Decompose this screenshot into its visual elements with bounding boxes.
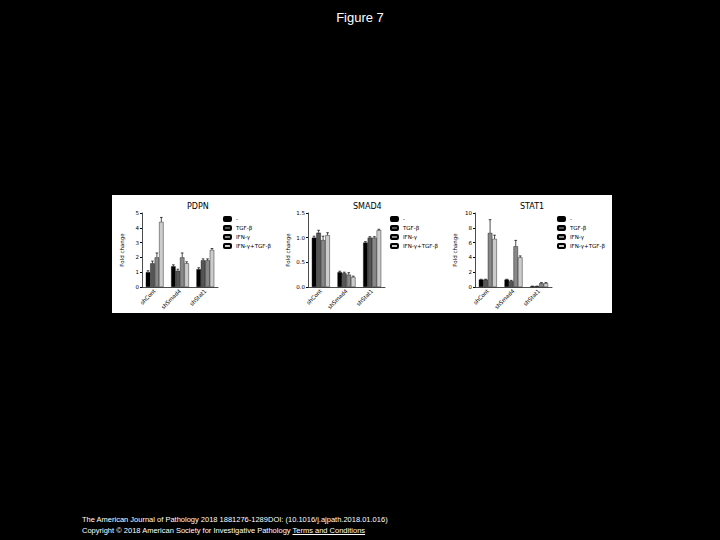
svg-text:shStat1: shStat1 [522, 288, 541, 307]
svg-text:4: 4 [136, 225, 140, 231]
svg-text:shSmad4: shSmad4 [160, 288, 183, 311]
html-text:Figure 7: Figure 7 [336, 10, 384, 25]
svg-text:shStat1: shStat1 [188, 288, 207, 307]
svg-text:IFN-γ+TGF-β: IFN-γ+TGF-β [236, 243, 272, 250]
svg-text:0.0: 0.0 [296, 284, 305, 290]
svg-text:SMAD4: SMAD4 [353, 202, 382, 211]
svg-text:3: 3 [136, 240, 140, 246]
svg-text:5: 5 [136, 210, 140, 216]
svg-text:TGF-β: TGF-β [402, 225, 420, 232]
svg-text:8: 8 [469, 225, 473, 231]
svg-text:IFN-γ: IFN-γ [236, 234, 251, 241]
svg-text:6: 6 [469, 240, 473, 246]
html-text:Copyright © 2018 American Soci: Copyright © 2018 American Society for In… [82, 526, 366, 535]
svg-text:PDPN: PDPN [187, 202, 209, 211]
svg-text:4: 4 [469, 254, 473, 260]
svg-text:-: - [403, 216, 405, 222]
svg-text:STAT1: STAT1 [520, 202, 544, 211]
svg-text:2: 2 [136, 254, 140, 260]
svg-text:Fold change: Fold change [285, 233, 292, 267]
svg-text:2: 2 [469, 269, 473, 275]
svg-text:IFN-γ+TGF-β: IFN-γ+TGF-β [570, 243, 606, 250]
svg-text:shSmad4: shSmad4 [326, 288, 349, 311]
svg-text:-: - [570, 216, 572, 222]
html-text:The American Journal of Pathol: The American Journal of Pathology 2018 1… [82, 515, 388, 524]
svg-text:shCont: shCont [472, 287, 490, 305]
svg-text:shCont: shCont [139, 287, 157, 305]
svg-text:TGF-β: TGF-β [235, 225, 253, 232]
svg-text:IFN-γ: IFN-γ [570, 234, 585, 241]
svg-text:shCont: shCont [305, 287, 323, 305]
svg-text:IFN-γ+TGF-β: IFN-γ+TGF-β [403, 243, 439, 250]
svg-text:1.5: 1.5 [296, 210, 305, 216]
svg-text:0: 0 [136, 284, 140, 290]
svg-text:0.5: 0.5 [296, 259, 305, 265]
svg-text:shSmad4: shSmad4 [493, 288, 516, 311]
svg-text:shStat1: shStat1 [355, 288, 374, 307]
svg-text:1.0: 1.0 [296, 235, 305, 241]
svg-text:-: - [236, 216, 238, 222]
svg-text:1: 1 [136, 269, 140, 275]
svg-text:10: 10 [465, 210, 472, 216]
svg-text:TGF-β: TGF-β [569, 225, 587, 232]
svg-text:0: 0 [469, 284, 473, 290]
svg-text:Fold change: Fold change [119, 233, 126, 267]
svg-text:IFN-γ: IFN-γ [403, 234, 418, 241]
svg-text:Fold change: Fold change [452, 233, 459, 267]
